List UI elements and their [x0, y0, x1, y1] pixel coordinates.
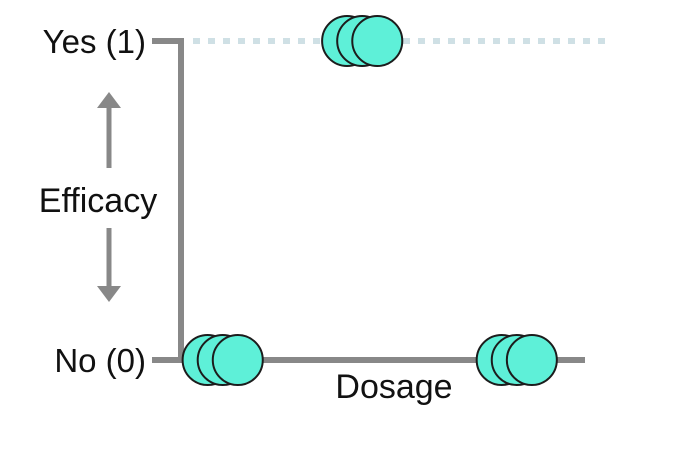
y-tick-label-no: No (0) — [54, 342, 146, 379]
arrow-head — [97, 92, 121, 108]
data-point — [505, 334, 558, 386]
x-axis-title: Dosage — [335, 368, 452, 406]
data-point — [211, 334, 264, 386]
y-tick-label-yes: Yes (1) — [43, 23, 146, 60]
data-points — [181, 15, 558, 386]
arrow-up-icon — [97, 92, 121, 168]
arrow-down-icon — [97, 228, 121, 302]
y-axis-title: Efficacy — [39, 182, 157, 220]
arrow-head — [97, 286, 121, 302]
data-point — [351, 15, 404, 67]
